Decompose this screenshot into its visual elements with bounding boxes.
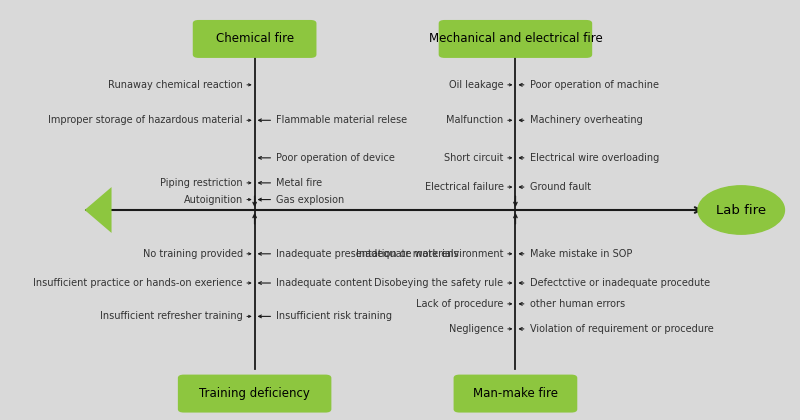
- Text: Machinery overheating: Machinery overheating: [530, 116, 642, 125]
- Text: Improper storage of hazardous material: Improper storage of hazardous material: [48, 116, 242, 125]
- Text: Man-make fire: Man-make fire: [473, 387, 558, 400]
- Text: Chemical fire: Chemical fire: [215, 32, 294, 45]
- Polygon shape: [85, 187, 111, 233]
- Text: Poor operation of machine: Poor operation of machine: [530, 80, 658, 90]
- Text: Gas explosion: Gas explosion: [276, 194, 345, 205]
- Text: Inadequate work environment: Inadequate work environment: [356, 249, 503, 259]
- Text: Insufficient refresher training: Insufficient refresher training: [100, 311, 242, 321]
- Text: No training provided: No training provided: [142, 249, 242, 259]
- Text: Piping restriction: Piping restriction: [160, 178, 242, 188]
- Text: Electrical failure: Electrical failure: [425, 182, 503, 192]
- Text: Electrical wire overloading: Electrical wire overloading: [530, 153, 659, 163]
- Text: Inadequate content: Inadequate content: [276, 278, 372, 288]
- Text: Poor operation of device: Poor operation of device: [276, 153, 395, 163]
- Text: Insufficient practice or hands-on exerience: Insufficient practice or hands-on exerie…: [33, 278, 242, 288]
- FancyBboxPatch shape: [193, 20, 317, 58]
- Text: Disobeying the safety rule: Disobeying the safety rule: [374, 278, 503, 288]
- FancyBboxPatch shape: [438, 20, 592, 58]
- Text: Autoignition: Autoignition: [183, 194, 242, 205]
- Text: Mechanical and electrical fire: Mechanical and electrical fire: [429, 32, 602, 45]
- Circle shape: [698, 186, 785, 234]
- Text: Metal fire: Metal fire: [276, 178, 322, 188]
- FancyBboxPatch shape: [454, 375, 578, 412]
- Text: Insufficient risk training: Insufficient risk training: [276, 311, 392, 321]
- Text: Defectctive or inadequate procedute: Defectctive or inadequate procedute: [530, 278, 710, 288]
- Text: Runaway chemical reaction: Runaway chemical reaction: [108, 80, 242, 90]
- FancyBboxPatch shape: [178, 375, 331, 412]
- Text: Short circuit: Short circuit: [444, 153, 503, 163]
- Text: Inadequate presentation or materials: Inadequate presentation or materials: [276, 249, 459, 259]
- Text: other human errors: other human errors: [530, 299, 625, 309]
- Text: Training deficiency: Training deficiency: [199, 387, 310, 400]
- Text: Flammable material relese: Flammable material relese: [276, 116, 407, 125]
- Text: Malfunction: Malfunction: [446, 116, 503, 125]
- Text: Violation of requirement or procedure: Violation of requirement or procedure: [530, 324, 714, 334]
- Text: Ground fault: Ground fault: [530, 182, 590, 192]
- Text: Negligence: Negligence: [449, 324, 503, 334]
- Text: Lack of procedure: Lack of procedure: [416, 299, 503, 309]
- Text: Make mistake in SOP: Make mistake in SOP: [530, 249, 632, 259]
- Text: Oil leakage: Oil leakage: [449, 80, 503, 90]
- Text: Lab fire: Lab fire: [716, 204, 766, 216]
